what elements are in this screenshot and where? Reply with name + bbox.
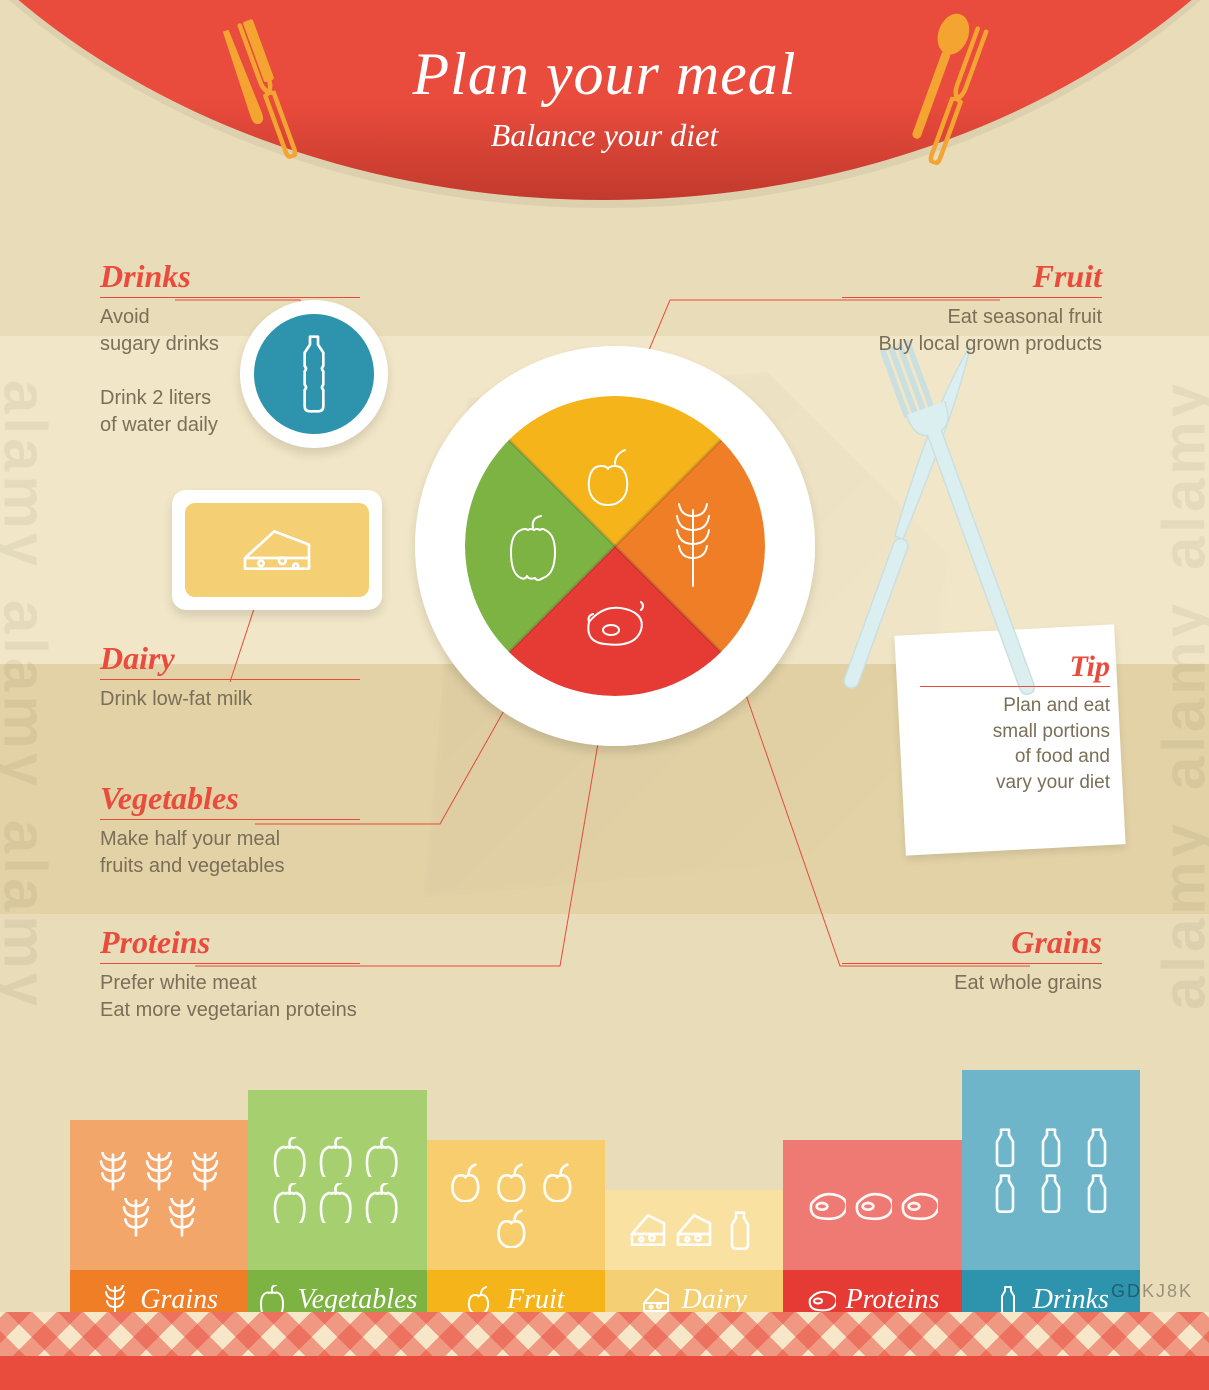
bar-dairy: Dairy xyxy=(605,1190,783,1330)
callout-title: Grains xyxy=(842,924,1102,964)
apple-icon xyxy=(450,1162,490,1202)
callout-title: Dairy xyxy=(100,640,360,680)
wheat-icon xyxy=(185,1152,225,1192)
plate xyxy=(415,346,815,746)
wheat-icon xyxy=(100,1285,130,1315)
wheat-icon xyxy=(139,1152,179,1192)
callout-title: Drinks xyxy=(100,258,360,298)
callout-body: Avoidsugary drinks Drink 2 litersof wate… xyxy=(100,304,360,439)
pepper-icon xyxy=(258,1285,288,1315)
callout-title: Vegetables xyxy=(100,780,360,820)
dairy-dish xyxy=(172,490,382,610)
cheese-icon xyxy=(237,522,317,578)
bar-proteins: Proteins xyxy=(783,1140,961,1330)
callout-title: Fruit xyxy=(842,258,1102,298)
bottle-icon xyxy=(1031,1173,1071,1213)
callout-grains: Grains Eat whole grains xyxy=(842,924,1102,997)
cheese-icon xyxy=(641,1285,671,1315)
bar-grains: Grains xyxy=(70,1120,248,1330)
wheat-icon xyxy=(162,1198,202,1238)
steak-icon xyxy=(806,1185,846,1225)
cheese-icon xyxy=(674,1210,714,1250)
callout-proteins: Proteins Prefer white meatEat more vegeta… xyxy=(100,924,360,1024)
food-bar-chart: GrainsVegetablesFruitDairyProteinsDrinks xyxy=(70,1050,1140,1330)
cheese-icon xyxy=(628,1210,668,1250)
steak-icon xyxy=(806,1285,836,1315)
watermark-id: GDKJ8K xyxy=(1111,1281,1193,1302)
wheat-icon xyxy=(116,1198,156,1238)
tablecloth xyxy=(0,1312,1209,1390)
callout-body: Prefer white meatEat more vegetarian pro… xyxy=(100,970,360,1024)
callout-vegetables: Vegetables Make half your mealfruits and … xyxy=(100,780,360,880)
wheat-icon xyxy=(93,1152,133,1192)
bottle-icon xyxy=(993,1285,1023,1315)
bottle-icon xyxy=(985,1173,1025,1213)
callout-body: Make half your mealfruits and vegetables xyxy=(100,826,360,880)
apple-icon xyxy=(496,1162,536,1202)
pepper-icon xyxy=(271,1183,311,1223)
pepper-icon xyxy=(271,1137,311,1177)
callout-title: Proteins xyxy=(100,924,360,964)
callout-body: Drink low-fat milk xyxy=(100,686,360,713)
callout-drinks: Drinks Avoidsugary drinks Drink 2 literso… xyxy=(100,258,360,439)
bottle-icon xyxy=(985,1127,1025,1167)
pepper-icon xyxy=(317,1137,357,1177)
callout-body: Eat seasonal fruitBuy local grown produc… xyxy=(842,304,1102,358)
callout-fruit: Fruit Eat seasonal fruitBuy local grown p… xyxy=(842,258,1102,358)
apple-icon xyxy=(542,1162,582,1202)
bottle-icon xyxy=(1077,1127,1117,1167)
bottle-icon xyxy=(1077,1173,1117,1213)
apple-icon xyxy=(496,1208,536,1248)
pepper-icon xyxy=(317,1183,357,1223)
tip-title: Tip xyxy=(920,650,1110,687)
pepper-icon xyxy=(363,1183,403,1223)
apple-icon xyxy=(467,1285,497,1315)
bottle-icon xyxy=(720,1210,760,1250)
steak-icon xyxy=(852,1185,892,1225)
callout-body: Eat whole grains xyxy=(842,970,1102,997)
bottle-icon xyxy=(1031,1127,1071,1167)
tip-body: Plan and eatsmall portionsof food andvar… xyxy=(920,693,1110,796)
bar-fruit: Fruit xyxy=(427,1140,605,1330)
steak-icon xyxy=(898,1185,938,1225)
bar-vegetables: Vegetables xyxy=(248,1090,426,1330)
tip-note: Tip Plan and eatsmall portionsof food an… xyxy=(920,650,1110,796)
callout-dairy: Dairy Drink low-fat milk xyxy=(100,640,360,713)
pepper-icon xyxy=(363,1137,403,1177)
